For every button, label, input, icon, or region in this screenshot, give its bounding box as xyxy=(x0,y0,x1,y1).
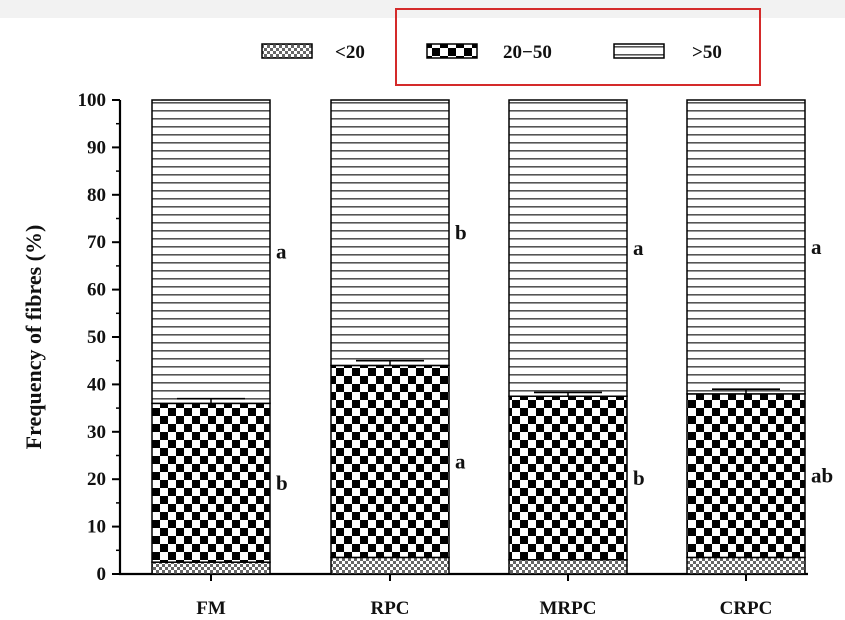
bar-rpc-20-50 xyxy=(330,364,450,559)
x-tick-label-fm: FM xyxy=(196,598,226,619)
bar-crpc-lt20 xyxy=(686,556,806,575)
bar-mrpc-20-50 xyxy=(508,395,628,561)
y-tick-label: 0 xyxy=(97,564,107,585)
y-tick-label: 100 xyxy=(78,90,107,111)
bar-fm-20-50 xyxy=(151,402,271,563)
significance-letter-gt50: a xyxy=(633,236,644,260)
bar-fm-lt20 xyxy=(151,561,271,575)
axes: 0 10 20 30 40 50 60 70 80 90 100 FM RPC MRPC CRPC xyxy=(78,90,808,619)
legend-swatch-lt20 xyxy=(261,43,313,59)
x-tick-label-crpc: CRPC xyxy=(720,598,773,619)
x-tick-label-rpc: RPC xyxy=(370,598,409,619)
bar-mrpc-gt50 xyxy=(508,99,628,397)
legend-label-lt20: <20 xyxy=(335,42,365,63)
legend-label-20-50: 20−50 xyxy=(503,42,552,63)
significance-letter-gt50: b xyxy=(455,221,467,245)
y-axis-label: Frequency of fibres (%) xyxy=(21,225,46,450)
significance-letter-gt50: a xyxy=(811,235,822,259)
significance-letter-20-50: a xyxy=(455,449,466,473)
bar-mrpc-lt20 xyxy=(508,559,628,575)
y-tick-label: 40 xyxy=(87,374,106,395)
y-tick-label: 90 xyxy=(87,137,106,158)
legend-highlight-box xyxy=(395,8,761,86)
x-tick-label-mrpc: MRPC xyxy=(540,598,597,619)
bar-crpc-20-50 xyxy=(686,393,806,559)
legend-label-gt50: >50 xyxy=(692,42,722,63)
bars xyxy=(151,99,806,575)
y-tick-label: 10 xyxy=(87,517,106,538)
y-tick-label: 80 xyxy=(87,185,106,206)
bar-rpc-gt50 xyxy=(330,99,450,367)
significance-letter-gt50: a xyxy=(276,240,287,264)
bar-fm-gt50 xyxy=(151,99,271,405)
bar-crpc-gt50 xyxy=(686,99,806,395)
y-tick-label: 70 xyxy=(87,232,106,253)
significance-letter-20-50: b xyxy=(276,471,288,495)
y-tick-label: 60 xyxy=(87,280,106,301)
bar-rpc-lt20 xyxy=(330,556,450,575)
legend-swatch-gt50 xyxy=(613,43,665,59)
significance-letter-20-50: ab xyxy=(811,464,833,488)
y-tick-label: 30 xyxy=(87,422,106,443)
y-tick-label: 20 xyxy=(87,469,106,490)
significance-letter-20-50: b xyxy=(633,466,645,490)
legend: <20 20−50 >50 xyxy=(261,8,761,86)
legend-swatch-20-50 xyxy=(426,43,478,59)
y-tick-label: 50 xyxy=(87,327,106,348)
